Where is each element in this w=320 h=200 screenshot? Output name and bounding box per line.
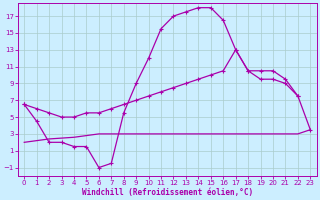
X-axis label: Windchill (Refroidissement éolien,°C): Windchill (Refroidissement éolien,°C) bbox=[82, 188, 253, 197]
